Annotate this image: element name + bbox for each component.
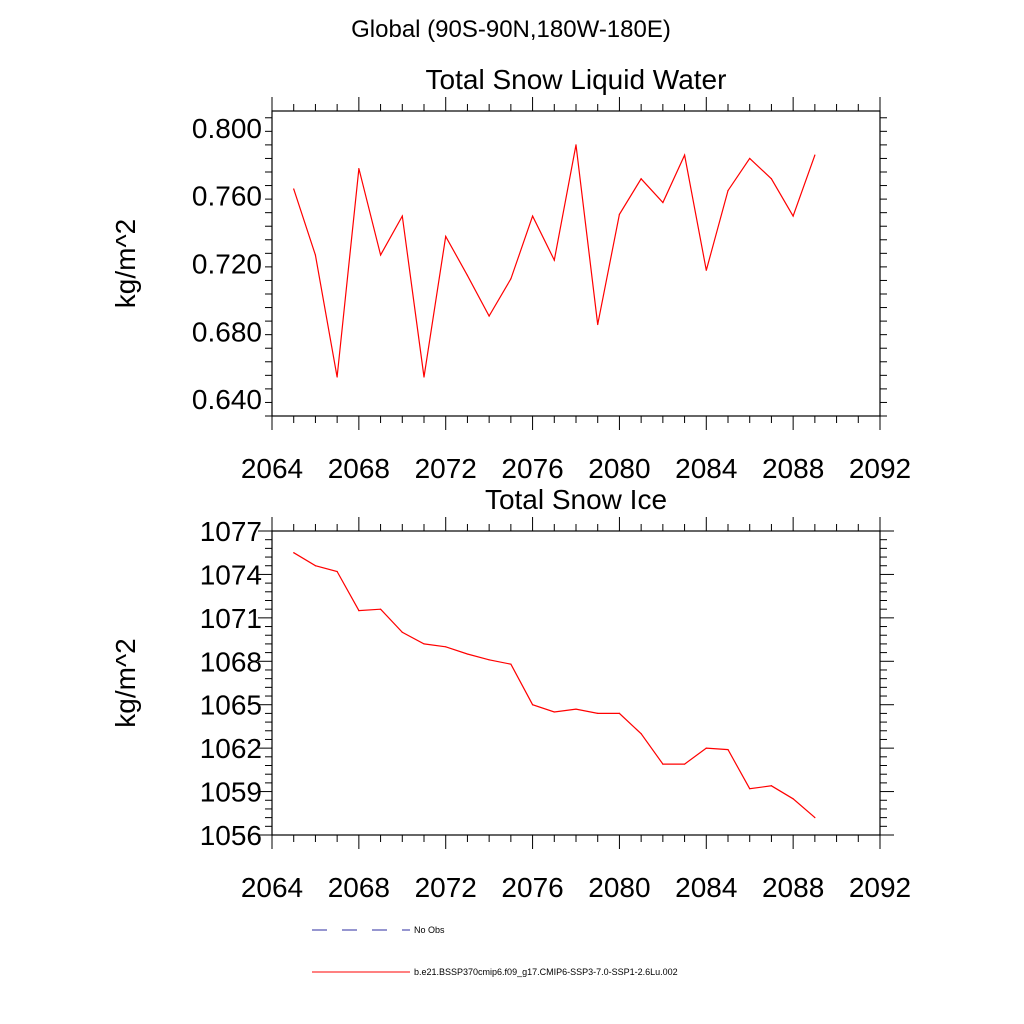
data-point [597,712,599,715]
data-point [401,631,403,633]
data-point [553,259,555,261]
data-point [727,190,729,192]
data-point [749,157,751,160]
plot-frame [271,110,881,417]
data-point [358,610,360,612]
data-point [640,178,642,180]
y-axis-label: kg/m^2 [110,638,141,727]
figure-suptitle: Global (90S-90N,180W-180E) [0,16,1024,44]
data-point [618,213,621,215]
y-tick-label: 1071 [200,603,262,634]
plot-frame [271,530,881,836]
data-point [640,733,642,735]
data-point [293,188,295,190]
data-point [445,235,447,237]
data-point [531,704,534,706]
y-tick-label: 0.760 [192,181,262,212]
data-point [488,315,490,317]
y-axis-label: kg/m^2 [110,219,141,308]
data-point [662,763,664,765]
panel-snow-liquid-water: Total Snow Liquid Water kg/m^2 2064 2068 207… [110,64,911,484]
data-point [705,747,707,749]
data-point [727,748,729,751]
data-point [618,712,621,715]
data-point [401,215,403,217]
data-point [314,254,317,256]
x-tick-label: 2080 [588,872,650,903]
y-tick-label: 1056 [200,820,262,851]
y-tick-label: 1068 [200,646,262,677]
data-point [510,663,512,665]
x-tick-label: 2088 [762,872,824,903]
data-point [683,154,686,156]
data-point [792,215,794,217]
x-tick-label: 2072 [415,872,477,903]
x-tick-label: 2068 [328,453,390,484]
series-line [293,552,816,819]
x-tick-label: 2088 [762,453,824,484]
data-point [358,168,360,170]
data-point [379,608,382,610]
data-point [445,646,447,648]
y-tick-label: 0.640 [192,384,262,415]
chart-title: Total Snow Liquid Water [426,64,727,95]
y-tick-label: 0.800 [192,113,262,144]
data-point [336,570,338,573]
data-point [814,154,816,156]
x-tick-label: 2064 [241,872,303,903]
x-tick-label: 2092 [849,453,911,484]
data-point [770,178,773,180]
chart-title: Total Snow Ice [485,484,667,515]
y-tick-label: 1074 [200,559,262,590]
data-point [597,323,599,326]
y-tick-label: 1065 [200,690,262,721]
x-tick-label: 2084 [675,872,737,903]
data-point [792,798,794,800]
y-tick-label: 0.720 [192,249,262,280]
data-point [683,763,686,765]
data-point [531,215,534,217]
x-tick-label: 2076 [501,453,563,484]
x-tick-label: 2068 [328,872,390,903]
data-point [488,659,490,661]
data-point [466,653,469,655]
y-tick-label: 0.680 [192,316,262,347]
legend-label-obs: No Obs [414,925,445,935]
x-tick-label: 2080 [588,453,650,484]
data-point [770,785,773,787]
data-point [423,643,425,645]
data-point [662,201,664,204]
y-tick-label: 1062 [200,733,262,764]
data-point [553,711,555,713]
series-line [293,144,816,378]
x-tick-label: 2084 [675,453,737,484]
data-point [336,376,338,378]
legend-label-series: b.e21.BSSP370cmip6.f09_g17.CMIP6-SSP3-7.… [414,967,678,977]
x-tick-label: 2092 [849,872,911,903]
legend: No Obs b.e21.BSSP370cmip6.f09_g17.CMIP6-S… [312,925,678,977]
data-point [575,144,577,146]
data-point [379,254,382,256]
x-tick-label: 2076 [501,872,563,903]
data-point [705,269,707,271]
data-point [423,376,425,378]
suptitle-text: Global (90S-90N,180W-180E) [351,16,671,43]
data-point [314,565,317,567]
data-point [510,278,512,280]
y-tick-label: 1059 [200,777,262,808]
data-point [466,274,469,276]
panel-snow-ice: Total Snow Ice kg/m^2 2064 2068 2072 2076 2080… [110,484,911,903]
data-point [814,817,816,819]
data-point [749,788,751,790]
x-tick-label: 2064 [241,453,303,484]
data-point [293,552,295,554]
x-tick-label: 2072 [415,453,477,484]
data-point [575,708,577,710]
y-tick-label: 1077 [200,516,262,547]
